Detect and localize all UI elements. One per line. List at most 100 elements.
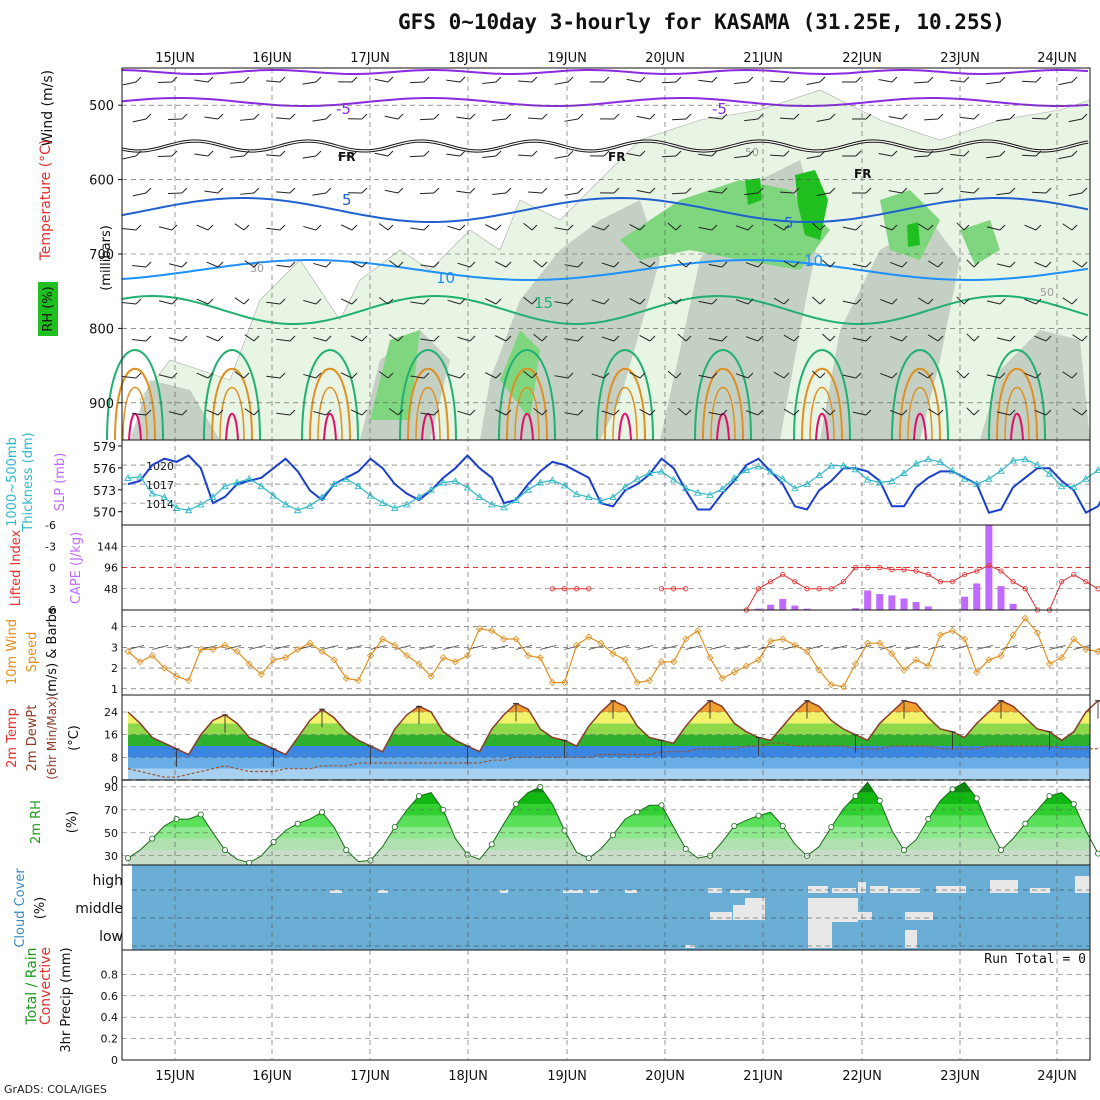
wind-barb (734, 155, 749, 159)
cloud-gap (808, 886, 828, 893)
thickness-point (221, 482, 229, 490)
wind-barb (244, 408, 255, 416)
rh-2m-point (367, 857, 374, 864)
thickness-point (730, 474, 739, 482)
thickness-point (209, 493, 217, 501)
upper-wind-barbs (122, 76, 1088, 416)
wind-speed-point (633, 678, 641, 687)
y-tick-label: 500 (89, 99, 114, 114)
wind-barb (234, 371, 245, 379)
wind-barb-flag (1081, 261, 1088, 268)
rh-2m-point (125, 855, 132, 862)
thickness-point (378, 499, 387, 506)
wind-barb-flag (721, 113, 728, 120)
wind-barb-flag (567, 76, 574, 83)
cloud-gap (936, 886, 966, 893)
wind-barb (677, 259, 687, 268)
wind-barb (266, 227, 281, 231)
rh-2m-point (634, 809, 641, 816)
rh-2m-point (585, 855, 592, 862)
wind-barb-flag (181, 113, 188, 120)
wind-barb (734, 644, 751, 650)
wind-barb (986, 374, 1001, 379)
li-tick-label: 6 (49, 604, 56, 617)
lifted-index-point (804, 586, 810, 592)
rh-2m-point (415, 793, 422, 800)
wind-barb (773, 223, 785, 231)
wind-barb-flag (361, 261, 368, 268)
rh-dark-zone (745, 178, 762, 205)
rh-band (128, 792, 1090, 805)
wind-barb-flag (927, 150, 934, 157)
wind-barb-flag (397, 409, 404, 416)
thickness-point (1009, 456, 1017, 464)
thickness-point (791, 484, 799, 492)
wind-barb-flag (279, 298, 286, 305)
wind-barb (340, 224, 353, 231)
cloud-gap (625, 890, 637, 893)
wind-barb-flag (603, 224, 610, 231)
wind-barb (952, 644, 969, 650)
temperature-contour (520, 413, 534, 441)
wind-barb (1058, 81, 1073, 86)
rh-green-zone (500, 330, 540, 420)
wind-barb (240, 192, 255, 195)
wind-barb (564, 264, 579, 268)
wind-barb-flag (999, 224, 1006, 231)
wind-barb-flag (531, 372, 538, 379)
contour-label-rh50: 50 (1040, 286, 1054, 299)
wind-barb (976, 644, 993, 650)
precip-tick-label: 0.8 (101, 968, 119, 981)
wind-barb-flag (253, 335, 260, 342)
panel-frame (121, 609, 1091, 696)
wind-barb-flag (1045, 261, 1052, 268)
wind-barb (168, 411, 183, 416)
cloud-gap (590, 890, 598, 893)
wind-barb (410, 301, 425, 305)
wind-barb (533, 259, 543, 268)
wind-barb (986, 81, 1001, 85)
thickness-point (1069, 482, 1078, 490)
wind-barb (495, 409, 507, 416)
temp-band (128, 712, 1090, 724)
wind-barb-flag (433, 261, 440, 268)
wind-barb-flag (711, 150, 718, 157)
wind-barb-flag (927, 298, 934, 305)
wind-barb-flag (469, 187, 476, 194)
cloud-gap (808, 920, 832, 948)
cloud-gap (500, 890, 508, 893)
contour-label-10: 10 (436, 269, 455, 287)
wind-barb-flag (649, 335, 656, 342)
thickness-point (451, 477, 460, 484)
lifted-index-point (816, 586, 822, 592)
wind-barb-flag (387, 150, 394, 157)
wind-barb-flag (361, 113, 368, 120)
wind-barb (234, 223, 245, 231)
wind-barb (639, 334, 651, 342)
wind-barb (852, 263, 867, 268)
wind-barb (168, 337, 183, 342)
wind-barb-flag (783, 76, 790, 83)
wind-speed-point (1082, 645, 1090, 653)
wind-barb (956, 222, 965, 231)
wind-barb (879, 644, 896, 650)
wind-barb (196, 372, 209, 379)
wind-barb-flag (1009, 113, 1016, 120)
wind-barb-flag (541, 261, 548, 268)
wind-barb-flag (1009, 409, 1016, 416)
thickness-point (997, 466, 1005, 474)
wind-barb (374, 78, 389, 83)
temperature-contour (815, 413, 829, 441)
lifted-index-point (1059, 579, 1065, 585)
wind-barb (842, 226, 857, 231)
wind-barb-flag (387, 76, 394, 83)
wind-barb-flag (855, 298, 862, 305)
li-tick-label: -6 (45, 519, 56, 532)
wind-barb (206, 261, 219, 268)
wind-barb (485, 372, 497, 379)
wind-barb (303, 225, 317, 231)
wind-barb (1032, 117, 1047, 120)
thickness-point (609, 493, 617, 501)
wind-barb (249, 644, 266, 650)
wind-speed-point (767, 637, 775, 645)
